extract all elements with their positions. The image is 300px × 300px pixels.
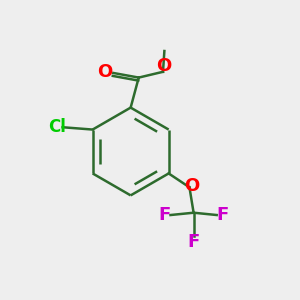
Text: Cl: Cl: [48, 118, 66, 136]
Text: F: F: [216, 206, 229, 224]
Text: O: O: [156, 57, 171, 75]
Text: F: F: [159, 206, 171, 224]
Text: O: O: [184, 177, 200, 195]
Text: O: O: [98, 63, 113, 81]
Text: F: F: [188, 233, 200, 251]
